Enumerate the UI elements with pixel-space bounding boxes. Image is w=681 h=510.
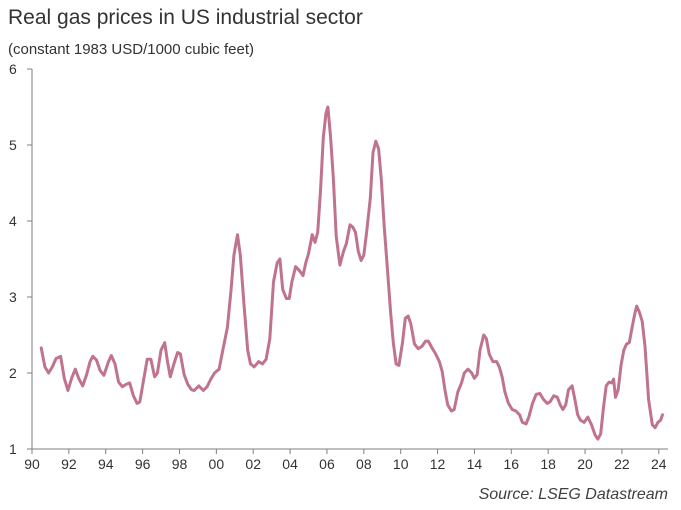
y-tick-label: 4 (9, 213, 17, 229)
x-tick-label: 00 (209, 456, 225, 472)
x-tick-label: 94 (98, 456, 114, 472)
x-tick-label: 96 (135, 456, 151, 472)
y-tick-label: 2 (9, 365, 17, 381)
source-note: Source: LSEG Datastream (478, 486, 668, 503)
chart-title: Real gas prices in US industrial sector (8, 6, 363, 29)
x-tick-label: 02 (245, 456, 261, 472)
x-tick-label: 98 (172, 456, 188, 472)
x-tick-label: 20 (577, 456, 593, 472)
series-layer (39, 105, 664, 441)
x-tick-label: 14 (467, 456, 483, 472)
x-tick-label: 18 (540, 456, 556, 472)
x-tick-label: 90 (24, 456, 40, 472)
x-tick-label: 12 (430, 456, 446, 472)
x-axis-ticks: 90 92 94 96 98 00 02 04 06 08 10 12 14 16 18 20 22 24 (24, 449, 667, 472)
y-tick-label: 1 (9, 441, 17, 457)
x-tick-label: 16 (504, 456, 520, 472)
x-tick-label: 06 (319, 456, 335, 472)
y-tick-label: 6 (9, 61, 17, 77)
x-tick-label: 08 (356, 456, 372, 472)
y-tick-label: 3 (9, 289, 17, 305)
x-tick-label: 04 (282, 456, 298, 472)
gas-price-line (39, 105, 664, 441)
y-tick-label: 5 (9, 137, 17, 153)
x-tick-label: 24 (651, 456, 667, 472)
y-axis-ticks: 1 2 3 4 5 6 (9, 61, 32, 457)
chart-subtitle: (constant 1983 USD/1000 cubic feet) (8, 41, 254, 58)
x-tick-label: 10 (393, 456, 409, 472)
x-tick-label: 92 (61, 456, 77, 472)
x-tick-label: 22 (614, 456, 630, 472)
